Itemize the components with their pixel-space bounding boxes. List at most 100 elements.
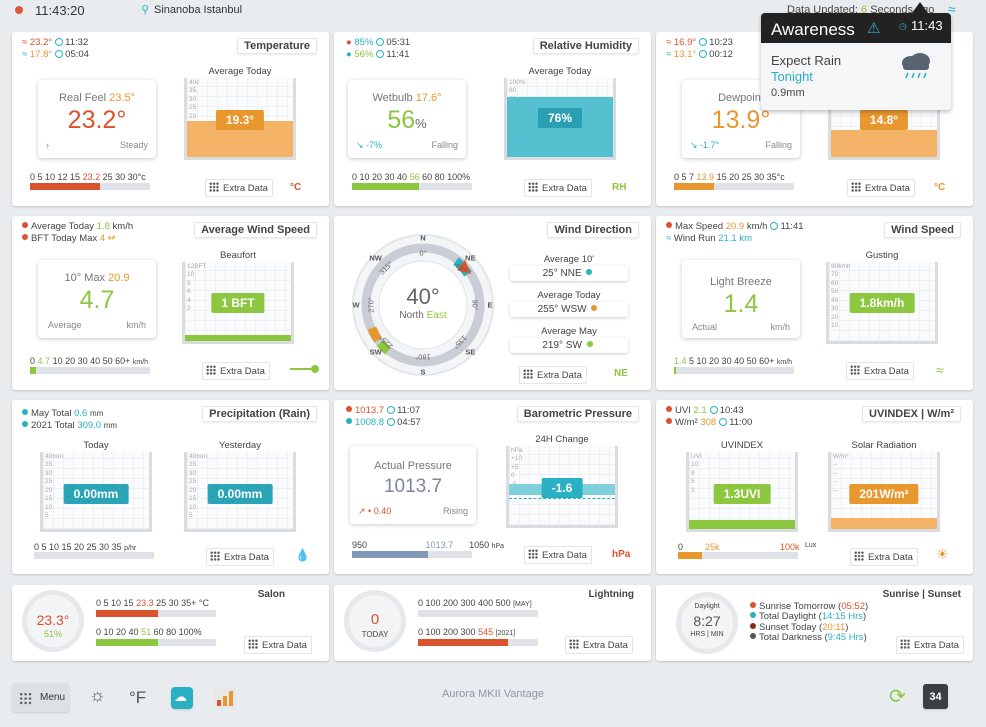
tick-label: UVI [691, 453, 702, 460]
tick-label: 30 [45, 469, 53, 477]
extra-data-button[interactable]: Extra Data [205, 179, 273, 197]
compass-point: N [420, 233, 426, 243]
panel-title: Temperature [237, 38, 317, 54]
tick-label: 30 [189, 95, 197, 103]
location[interactable]: Sinanoba Istanbul [154, 4, 243, 16]
grid-icon [209, 182, 219, 192]
grid-icon [851, 182, 861, 192]
refresh-button[interactable]: ⟳ [887, 684, 913, 710]
tick-label: 8 [187, 279, 191, 287]
grid-icon [206, 365, 216, 375]
tick-label: 15 [189, 495, 197, 503]
charts-button[interactable] [214, 687, 236, 709]
tick-label: W/m² [833, 453, 849, 460]
tick-label: +5 [511, 463, 519, 471]
dew-low: ≈ 13.1° 00:12 [666, 49, 733, 60]
tick-label: -- [833, 478, 838, 486]
tick-label: 20 [189, 486, 197, 494]
gauge-ticks: UVI 10 8 5 3 [691, 453, 702, 495]
compass-point: SW [369, 347, 382, 357]
temp-scale: 0 5 10 12 15 23.2 25 30 30°c [30, 172, 146, 182]
tick-label: 40mm [189, 453, 208, 460]
grid-icon [854, 551, 864, 561]
tick-label: 3 [691, 486, 695, 494]
compass-degree: 180° [415, 352, 431, 362]
raindrop-icon: 💧 [295, 548, 310, 562]
tick-label: 5 [189, 512, 193, 520]
wind-gust-icon: ≈ [936, 362, 944, 378]
pressure-panel: Barometric Pressure 1013.7 11:07 1008.8 04… [334, 400, 651, 574]
unit-toggle-button[interactable]: °F [129, 688, 147, 707]
lightning-panel: Lightning 0 TODAY 0 100 200 300 400 500 … [334, 585, 651, 661]
temp-low: ≈ 17.8° 05:04 [22, 49, 89, 60]
grid-icon [523, 369, 533, 379]
tick-label: 40mm [45, 453, 64, 460]
wind-speed-panel: Wind Speed Max Speed 20.9 km/h 11:41 ≈ Wi… [656, 216, 973, 390]
temp-bar [30, 183, 150, 190]
tick-label: -- [833, 486, 838, 494]
wind-dir-label: North East [399, 310, 447, 321]
extra-data-button[interactable]: Extra Data [896, 636, 964, 654]
avg-today-box: 255° WSW [510, 302, 628, 317]
beaufort-gauge: 12BFT 10 8 6 4 2 1 BFT [182, 262, 294, 344]
extra-data-button[interactable]: Extra Data [846, 362, 914, 380]
temp-gauge: 40c3530252015105 19.3° [184, 78, 296, 160]
tick-label: 20 [831, 313, 839, 321]
compass-point: NW [369, 253, 382, 263]
wind-direction-panel: Wind Direction N NE E SE S SW W NW 0° 45° 90° 135° 1… [334, 216, 651, 390]
compass-degree: 315° [377, 259, 395, 277]
wind-max-card: 10° Max 20.9 4.7 Average km/h [38, 260, 156, 338]
tick-label: 8 [691, 469, 695, 477]
theme-button[interactable]: ☼ [84, 683, 112, 712]
extra-data-button[interactable]: Extra Data [519, 366, 587, 384]
wetbulb-card: Wetbulb 17.6° 56% ↘ -7% Falling [348, 80, 466, 158]
tick-label: 70 [831, 271, 839, 279]
extra-data-button[interactable]: Extra Data [565, 636, 633, 654]
compass-point: S [420, 367, 426, 377]
tick-label: 40c [189, 79, 200, 86]
extra-data-button[interactable]: Extra Data [847, 179, 915, 197]
sun-icon: ☀ [936, 546, 949, 562]
tick-label: 10 [187, 271, 195, 279]
grid-icon [900, 639, 910, 649]
tick-label: 12BFT [187, 263, 207, 270]
panel-title: Salon [257, 589, 285, 600]
weather-button[interactable]: ☁ [171, 687, 193, 709]
grid-icon [850, 365, 860, 375]
salon-gauge: 23.3° 51% [22, 590, 84, 652]
gauge-ticks: 12BFT 10 8 6 4 2 [187, 263, 207, 314]
warning-icon: ⚠ [867, 20, 881, 37]
weather34-button[interactable]: 34 [923, 684, 948, 709]
extra-data-button[interactable]: Extra Data [850, 548, 918, 566]
tick-label: 20 [189, 112, 197, 120]
popup-pointer [912, 2, 928, 13]
tick-label: 80 [509, 87, 517, 95]
panel-title: Sunrise | Sunset [882, 589, 961, 600]
grid-icon [248, 639, 258, 649]
compass-labels: N NE E SE S SW W NW 0° 45° 90° 135° 180° 225° 270° 315° [350, 232, 496, 378]
tick-label: -- [833, 461, 838, 469]
gauge-ticks: W/m² -- -- -- -- [833, 453, 849, 495]
wind-degrees: 40° [406, 284, 440, 309]
tick-label: 50 [831, 288, 839, 296]
extra-data-button[interactable]: Extra Data [202, 362, 270, 380]
humidity-gauge: 100%80604020 76% [504, 78, 616, 160]
extra-data-button[interactable]: Extra Data [524, 546, 592, 564]
wifi-icon: ≈ [948, 1, 956, 17]
tick-label: 2 [187, 305, 191, 313]
compass-point: E [487, 300, 493, 310]
tick-label: 35 [189, 461, 197, 469]
wind-slider-icon [290, 365, 319, 373]
rain-cloud-icon [899, 51, 933, 79]
grid-icon [528, 549, 538, 559]
extra-data-button[interactable]: Extra Data [244, 636, 312, 654]
humidity-high: ● 85% 05:31 [346, 37, 411, 48]
compass-point: SE [465, 347, 476, 357]
awareness-popup[interactable]: Awareness ⚠ ◷ 11:43 Expect Rain Tonight … [761, 13, 951, 110]
extra-data-button[interactable]: Extra Data [524, 179, 592, 197]
extra-data-button[interactable]: Extra Data [206, 548, 274, 566]
menu-button[interactable]: Menu [12, 683, 69, 712]
tick-label: 20 [45, 486, 53, 494]
avg-wind-panel: Average Wind Speed Average Today 1.8 km/… [12, 216, 329, 390]
humidity-panel: Relative Humidity ● 85% 05:31 ● 56% 11:41 … [334, 32, 651, 206]
